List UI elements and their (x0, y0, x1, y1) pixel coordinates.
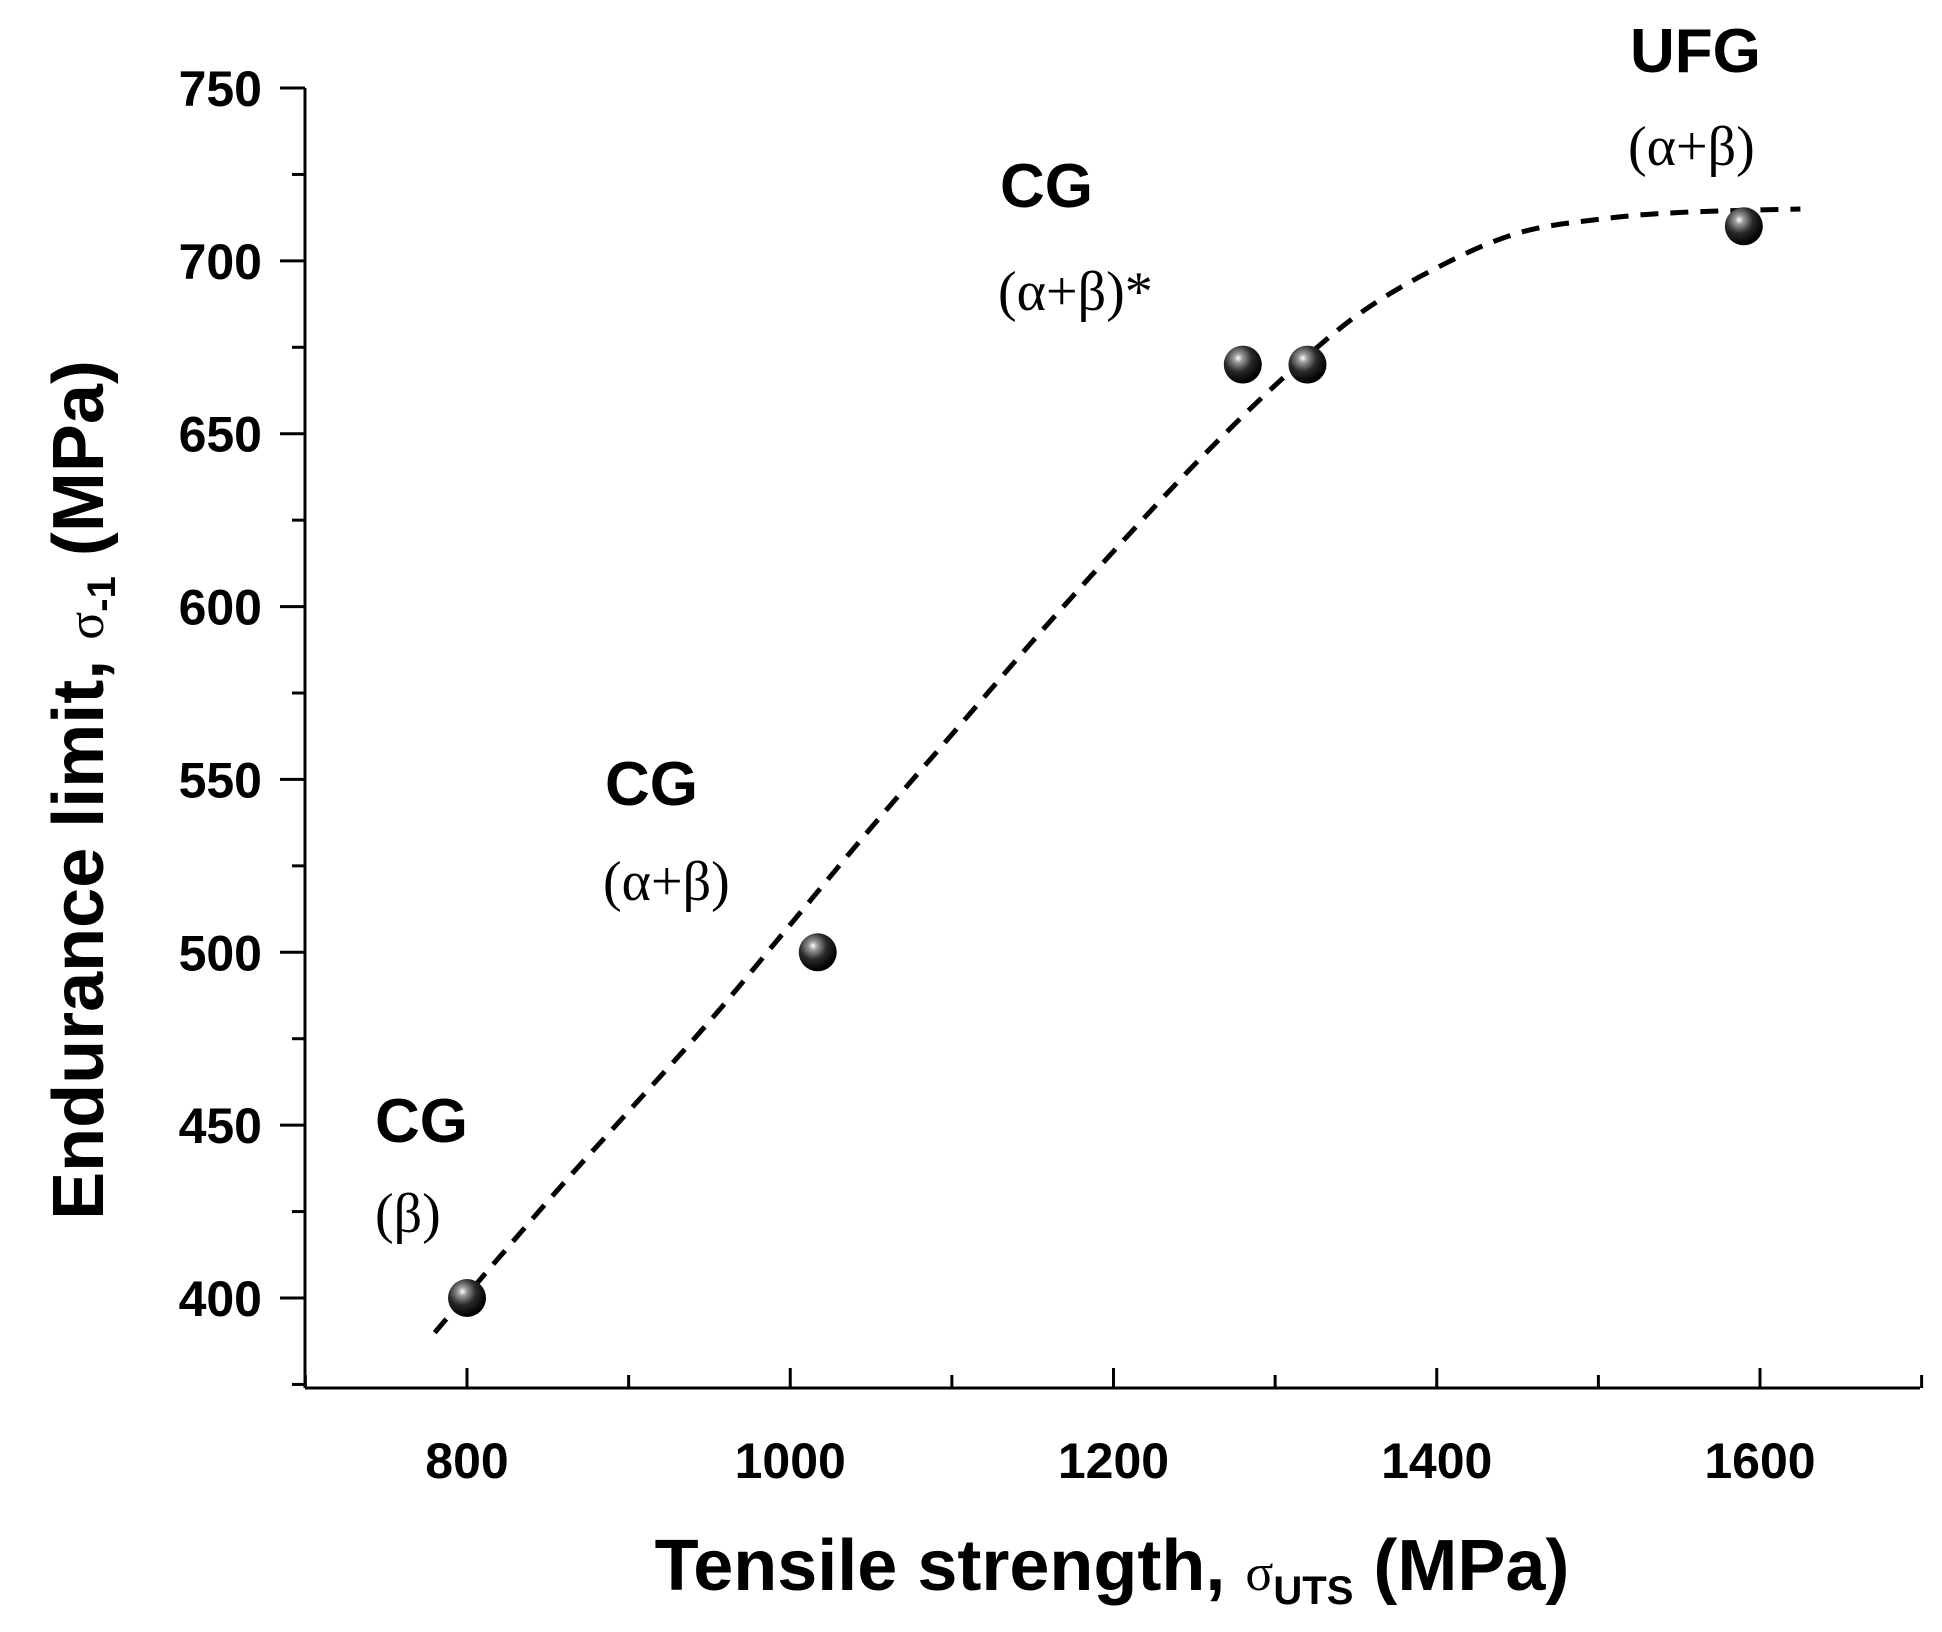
y-tick-label: 600 (179, 580, 262, 636)
annotation-cg-ab-star-title: CG (1000, 152, 1093, 221)
annotation-cg-beta-phase: (β) (375, 1183, 441, 1245)
y-tick-label: 750 (179, 61, 262, 117)
y-tick-label: 400 (179, 1271, 262, 1327)
trend-line (432, 206, 1801, 1335)
y-ticks: 400 450 500 550 600 650 700 750 (179, 61, 305, 1386)
y-axis-title: Endurance limit, σ-1 (MPa) (39, 360, 124, 1220)
data-point (1288, 345, 1327, 384)
x-tick-label: 1400 (1381, 1433, 1492, 1489)
y-tick-label: 500 (179, 925, 262, 981)
annotation-cg-ab-phase: (α+β) (603, 851, 730, 913)
y-tick-label: 450 (179, 1098, 262, 1154)
annotation-ufg-ab-title: UFG (1630, 17, 1761, 86)
y-tick-label: 650 (179, 407, 262, 463)
y-tick-label: 550 (179, 752, 262, 808)
data-point (448, 1279, 486, 1317)
x-tick-label: 1200 (1058, 1433, 1169, 1489)
annotation-cg-ab-star-phase: (α+β)* (998, 261, 1153, 323)
x-axis-title: Tensile strength, σUTS (MPa) (655, 1526, 1570, 1613)
data-point (1223, 345, 1262, 384)
x-tick-label: 800 (425, 1433, 508, 1489)
y-tick-label: 700 (179, 234, 262, 290)
axes: 800 1000 1200 1400 1600 400 450 500 550 600 650 70… (179, 61, 1924, 1489)
x-ticks: 800 1000 1200 1400 1600 (303, 1368, 1924, 1489)
data-point (1724, 207, 1763, 246)
annotation-cg-ab-title: CG (605, 750, 698, 819)
x-tick-label: 1600 (1704, 1433, 1815, 1489)
annotation-ufg-ab-phase: (α+β) (1628, 116, 1755, 178)
x-tick-label: 1000 (735, 1433, 846, 1489)
annotation-cg-beta-title: CG (375, 1087, 468, 1156)
data-point (798, 933, 837, 972)
data-points (448, 207, 1763, 1317)
